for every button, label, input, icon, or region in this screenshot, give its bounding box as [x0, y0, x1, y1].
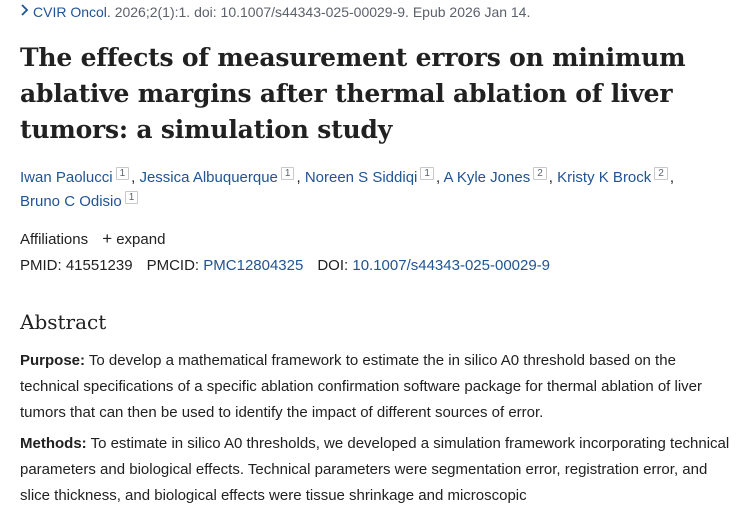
affiliation-ref[interactable]: 2	[533, 167, 547, 180]
affiliation-ref[interactable]: 1	[115, 167, 130, 180]
pmid-label: PMID:	[20, 257, 62, 274]
abstract-purpose: Purpose: To develop a mathematical frame…	[20, 348, 732, 426]
abstract-heading: Abstract	[20, 310, 107, 334]
purpose-text: To develop a mathematical framework to e…	[20, 352, 703, 421]
author-link[interactable]: A Kyle Jones	[443, 169, 531, 186]
methods-text: To estimate in silico A0 thresholds, we …	[20, 435, 730, 504]
affiliation-ref[interactable]: 1	[124, 191, 139, 204]
plus-icon: +	[102, 229, 113, 248]
identifiers-row: PMID: 41551239 PMCID: PMC12804325 DOI: 10.…	[20, 257, 564, 274]
abstract-methods: Methods: To estimate in silico A0 thresh…	[20, 431, 732, 509]
affiliation-ref[interactable]: 1	[280, 167, 295, 180]
citation-line: CVIR Oncol. 2026;2(1):1. doi: 10.1007/s4…	[20, 4, 530, 20]
author-link[interactable]: Noreen S Siddiqi	[304, 169, 418, 186]
author-link[interactable]: Iwan Paolucci	[20, 169, 113, 186]
affiliations-label: Affiliations	[20, 231, 89, 248]
author-list: Iwan Paolucci 1, Jessica Albuquerque 1, No…	[20, 167, 675, 210]
pmid: PMID: 41551239	[20, 257, 133, 274]
pmcid-link[interactable]: PMC12804325	[203, 257, 304, 274]
article-title: The effects of measurement errors on min…	[20, 43, 686, 144]
chevron-right-icon[interactable]	[20, 3, 29, 19]
expand-label: expand	[116, 231, 166, 248]
author-link[interactable]: Jessica Albuquerque	[139, 169, 278, 186]
author-link[interactable]: Kristy K Brock	[557, 169, 652, 186]
doi-label: DOI:	[317, 257, 349, 274]
affiliation-ref[interactable]: 1	[420, 167, 434, 180]
affiliations-row: Affiliations + expand	[20, 229, 165, 249]
expand-affiliations-button[interactable]: + expand	[102, 229, 166, 248]
doi: DOI: 10.1007/s44343-025-00029-9	[317, 257, 550, 274]
doi-link[interactable]: 10.1007/s44343-025-00029-9	[352, 257, 551, 274]
purpose-label: Purpose:	[20, 352, 86, 369]
pmcid: PMCID: PMC12804325	[147, 257, 304, 274]
pmcid-label: PMCID:	[146, 257, 200, 274]
author-link[interactable]: Bruno C Odisio	[20, 193, 122, 210]
pmid-value: 41551239	[65, 257, 133, 274]
journal-link[interactable]: CVIR Oncol.	[33, 4, 111, 20]
citation-details: 2026;2(1):1. doi: 10.1007/s44343-025-000…	[114, 4, 531, 20]
methods-label: Methods:	[20, 435, 87, 452]
affiliation-ref[interactable]: 2	[654, 167, 668, 180]
